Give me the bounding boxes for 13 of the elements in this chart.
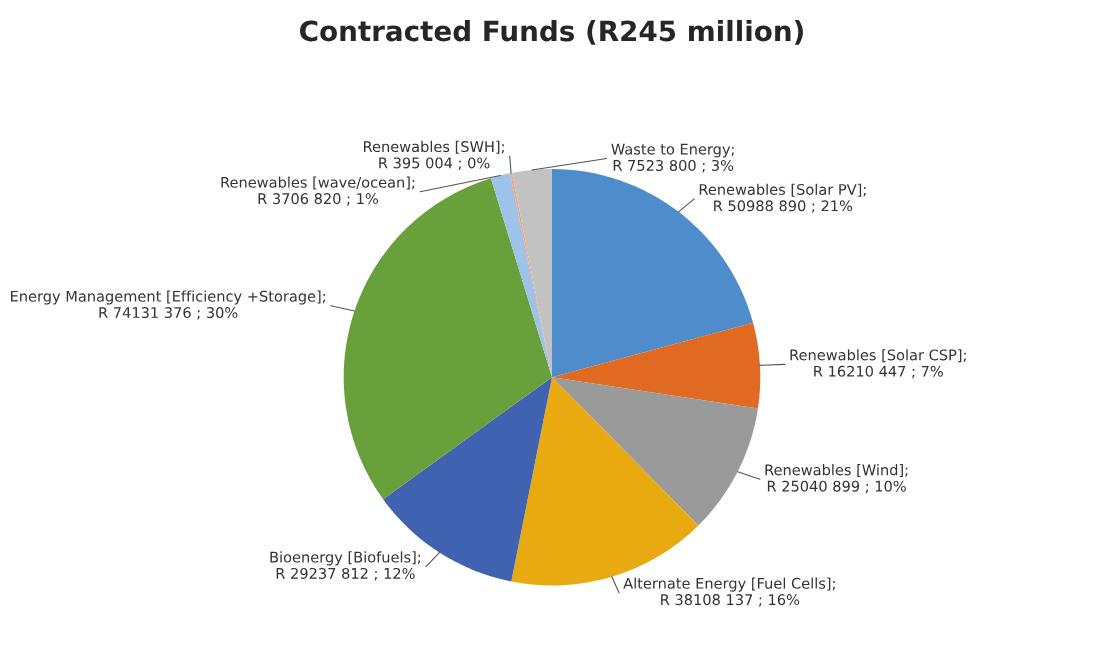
slice-label: Renewables [Solar CSP]; R 16210 447 ; 7% (790, 349, 966, 379)
slice-label: Renewables [wave/ocean]; R 3706 820 ; 1% (221, 176, 415, 206)
pie-slice (552, 377, 758, 526)
slice-label: Renewables [SWH]; R 395 004 ; 0% (363, 140, 504, 170)
slice-label: Bioenergy [Biofuels]; R 29237 812 ; 12% (270, 551, 421, 581)
pie-slice (490, 173, 552, 378)
slice-label: Renewables [Solar PV]; R 50988 890 ; 21% (699, 183, 866, 213)
slice-label: Waste to Energy; R 7523 800 ; 3% (611, 143, 734, 173)
chart-title: Contracted Funds (R245 million) (300, 19, 803, 45)
pie-slice (552, 322, 761, 409)
slice-label: Alternate Energy [Fuel Cells]; R 38108 137 ; 16% (623, 577, 835, 607)
slice-label: Renewables [Wind]; R 25040 899 ; 10% (765, 464, 908, 494)
slice-label: Energy Management [Efficiency +Storage]; R 74131 376 ; 30% (11, 290, 325, 320)
